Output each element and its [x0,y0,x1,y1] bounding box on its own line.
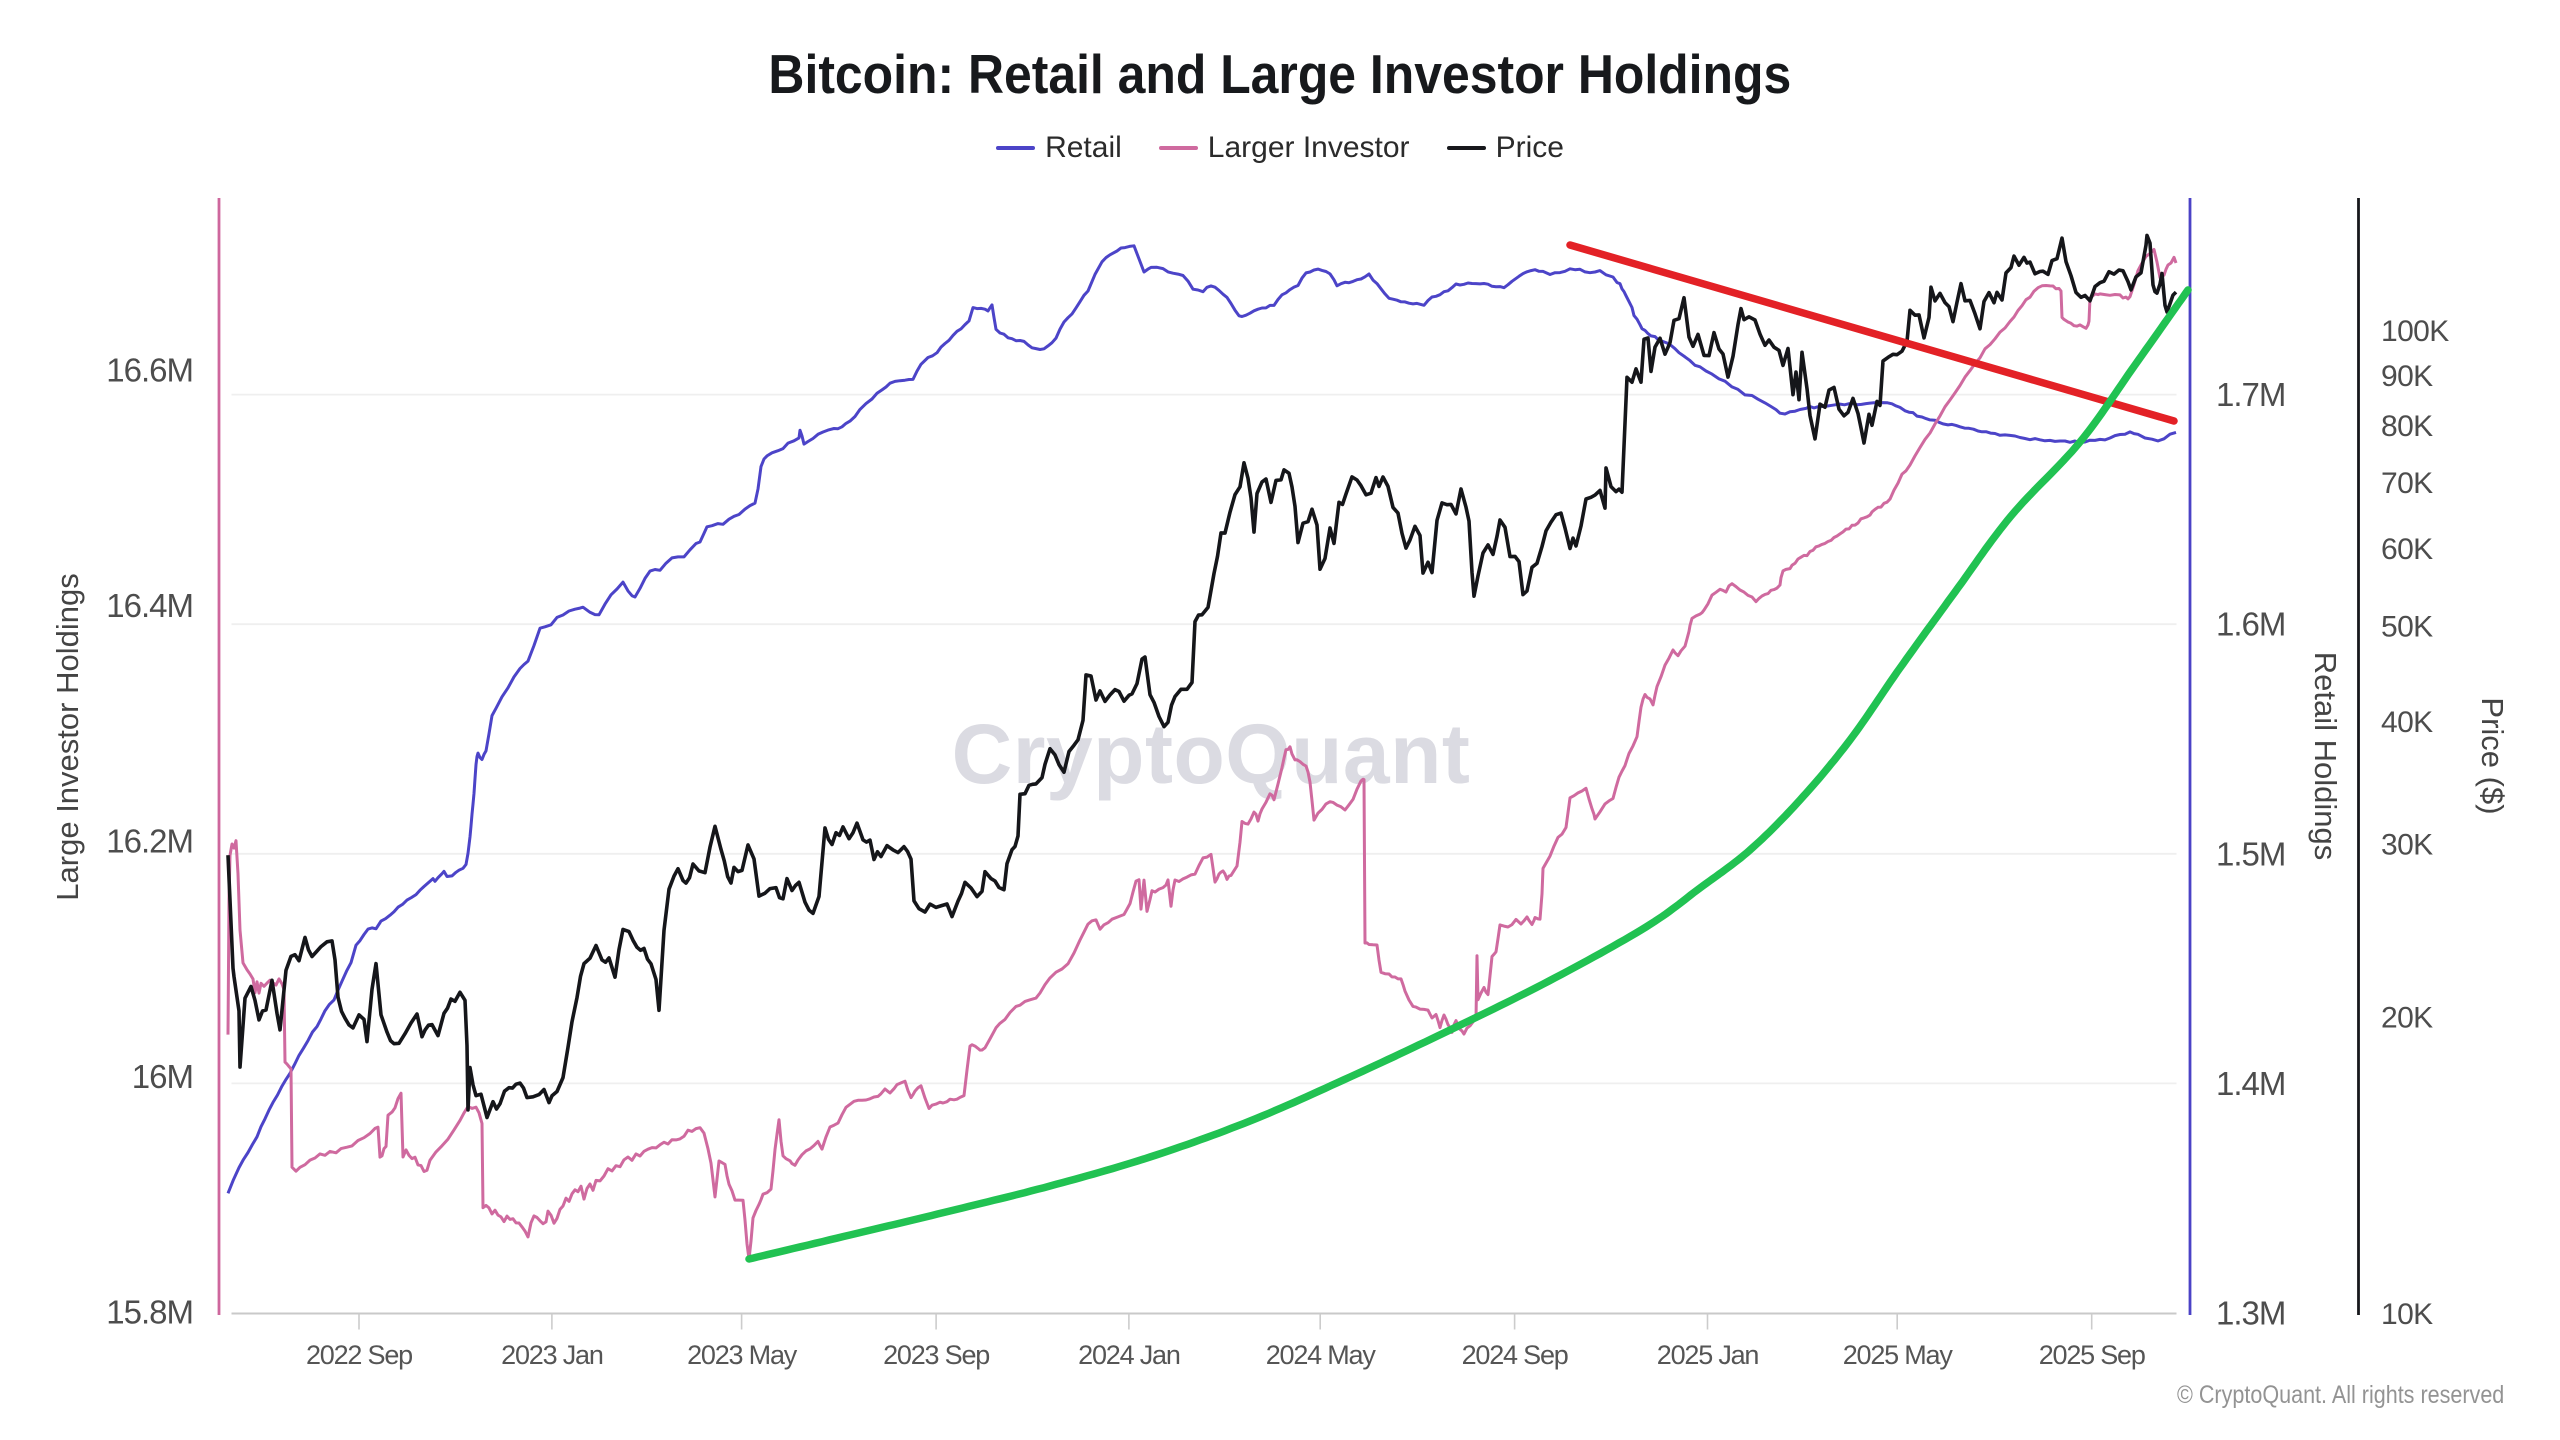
svg-text:16.6M: 16.6M [106,352,193,389]
svg-text:16.4M: 16.4M [106,587,193,624]
svg-text:2024 Sep: 2024 Sep [1462,1340,1568,1370]
svg-text:Price ($): Price ($) [2475,697,2510,814]
svg-text:40K: 40K [2381,706,2433,739]
svg-text:20K: 20K [2381,1001,2433,1034]
svg-text:15.8M: 15.8M [106,1294,193,1331]
svg-text:Large Investor Holdings: Large Investor Holdings [50,573,85,900]
svg-text:2025 Sep: 2025 Sep [2039,1340,2145,1370]
svg-text:1.5M: 1.5M [2216,835,2285,872]
svg-text:1.3M: 1.3M [2216,1295,2285,1332]
svg-text:2025 May: 2025 May [1843,1340,1954,1370]
svg-text:1.7M: 1.7M [2216,376,2285,413]
svg-text:2022 Sep: 2022 Sep [306,1340,412,1370]
svg-text:60K: 60K [2381,533,2433,566]
svg-text:CryptoQuant: CryptoQuant [952,707,1471,801]
svg-text:30K: 30K [2381,829,2433,862]
svg-text:2024 Jan: 2024 Jan [1078,1340,1180,1370]
svg-text:80K: 80K [2381,410,2433,443]
svg-text:2023 Sep: 2023 Sep [883,1340,989,1370]
svg-text:2023 Jan: 2023 Jan [501,1340,603,1370]
svg-text:90K: 90K [2381,360,2433,393]
svg-text:16M: 16M [132,1058,193,1095]
svg-text:10K: 10K [2381,1298,2433,1331]
svg-text:2023 May: 2023 May [687,1340,798,1370]
svg-text:50K: 50K [2381,611,2433,644]
svg-text:1.4M: 1.4M [2216,1065,2285,1102]
svg-text:100K: 100K [2381,315,2449,348]
svg-text:2025 Jan: 2025 Jan [1657,1340,1759,1370]
svg-text:70K: 70K [2381,467,2433,500]
svg-text:2024 May: 2024 May [1266,1340,1377,1370]
svg-text:1.6M: 1.6M [2216,606,2285,643]
svg-text:16.2M: 16.2M [106,823,193,860]
svg-text:Retail Holdings: Retail Holdings [2308,652,2343,861]
